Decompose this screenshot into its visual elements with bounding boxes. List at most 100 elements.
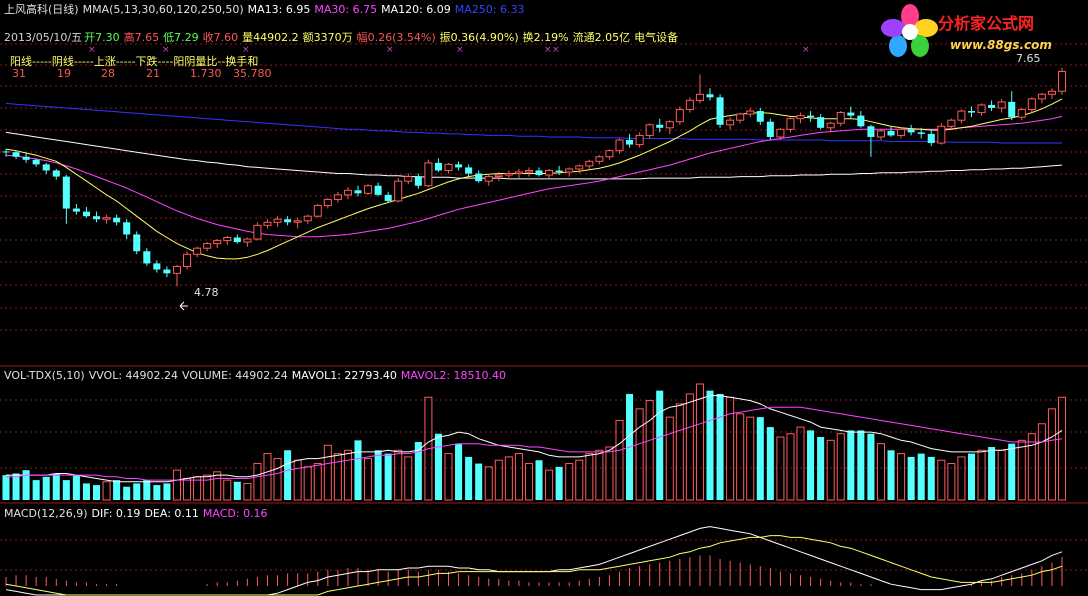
volume-bar-down <box>52 473 60 500</box>
candle-down <box>22 153 30 163</box>
volume-bar-up <box>1037 423 1046 501</box>
candle-body <box>72 208 80 212</box>
volume-bar-up <box>253 463 262 501</box>
volume-bar-up <box>595 449 604 501</box>
candle-up <box>183 251 192 270</box>
volume-bar-down <box>455 443 463 500</box>
candle-body <box>62 176 70 209</box>
volume-bar-down <box>535 460 543 500</box>
volume-bar-down <box>867 433 875 500</box>
volume-bar-down <box>12 473 20 500</box>
candle-body <box>333 194 342 200</box>
candle-body <box>424 162 433 187</box>
volume-bar-up <box>615 419 624 501</box>
candle-down <box>967 106 976 118</box>
volume-bar-up <box>876 443 885 501</box>
watermark-logo: 分析家公式网 www.88gs.com <box>880 2 1080 62</box>
candle-up <box>494 172 503 182</box>
candle-body <box>323 198 332 207</box>
candle-body <box>444 163 453 171</box>
candle-down <box>133 231 141 255</box>
event-marker: × <box>386 45 394 55</box>
candle-body <box>364 185 373 194</box>
candle-body <box>887 130 895 136</box>
volume-bar-up <box>263 453 272 501</box>
ma-line-ma120 <box>5 131 1063 180</box>
candle-down <box>153 260 161 273</box>
candle-down <box>817 114 825 130</box>
candle-down <box>414 173 422 189</box>
candle-up <box>826 121 835 133</box>
volume-bar-up <box>303 466 312 501</box>
candle-up <box>565 167 574 177</box>
candle-down <box>72 204 80 215</box>
volume-bar-down <box>807 430 815 500</box>
candle-down <box>42 162 50 175</box>
candle-up <box>223 236 232 246</box>
candle-down <box>988 100 996 112</box>
candle-down <box>113 214 121 226</box>
candle-up <box>1057 67 1067 96</box>
macd-value: MACD: 0.16 <box>202 507 268 520</box>
candle-up <box>343 187 352 200</box>
volume-bar-down <box>284 450 292 500</box>
candle-down <box>434 158 442 172</box>
candle-down <box>917 127 925 139</box>
candle-body <box>807 115 815 118</box>
candle-up <box>977 103 986 116</box>
candle-up <box>263 219 272 229</box>
candle-body <box>354 190 362 194</box>
volume-total-value: VOLUME: 44902.24 <box>182 369 288 382</box>
high-price-label: 7.65 <box>1016 52 1041 65</box>
candle-body <box>826 122 835 129</box>
ma13-value: MA13: 6.95 <box>247 3 311 16</box>
candle-body <box>605 150 614 158</box>
candle-body <box>263 221 272 226</box>
candle-up <box>1017 108 1026 121</box>
volume-bar-up <box>394 449 403 501</box>
candle-down <box>756 108 764 125</box>
volume-bar-up <box>172 469 181 501</box>
candle-body <box>1037 93 1046 100</box>
volume-bar-up <box>404 456 413 501</box>
candle-body <box>193 247 202 255</box>
watermark-title: 分析家公式网 <box>938 14 1035 33</box>
candle-up <box>605 149 614 160</box>
dif-line <box>5 526 1063 596</box>
candle-down <box>32 158 40 167</box>
volume-bar-up <box>243 482 252 501</box>
volume-bar-up <box>333 453 342 501</box>
event-marker: × <box>802 45 810 55</box>
candle-up <box>273 216 282 227</box>
volume-bar-up <box>213 471 222 501</box>
volume-bar-down <box>384 453 392 500</box>
volume-bar-up <box>484 466 493 501</box>
volume-bar-down <box>927 456 935 500</box>
dea-value: DEA: 0.11 <box>144 507 199 520</box>
candle-down <box>374 182 382 197</box>
volume-bar-down <box>756 417 764 500</box>
volume-bar-down <box>434 433 442 500</box>
volume-bar-down <box>92 485 101 500</box>
candle-up <box>524 167 533 177</box>
candle-up <box>665 120 674 134</box>
ma-line-ma13 <box>5 98 1063 260</box>
dif-value: DIF: 0.19 <box>91 507 141 520</box>
event-marker: × <box>242 45 250 55</box>
volume-bar-up <box>545 469 554 501</box>
candle-down <box>706 88 714 101</box>
candle-body <box>766 121 774 137</box>
volume-bar-up <box>183 477 192 501</box>
candle-body <box>595 156 604 162</box>
candle-body <box>836 112 845 124</box>
candle-body <box>475 173 483 182</box>
volume-bar-down <box>1008 443 1016 500</box>
volume-bar-up <box>575 459 584 501</box>
candle-body <box>213 240 222 245</box>
volume-bar-up <box>957 456 966 501</box>
candle-body <box>665 121 674 129</box>
candle-body <box>645 124 654 136</box>
candle-down <box>465 164 473 177</box>
candle-up <box>836 111 845 127</box>
